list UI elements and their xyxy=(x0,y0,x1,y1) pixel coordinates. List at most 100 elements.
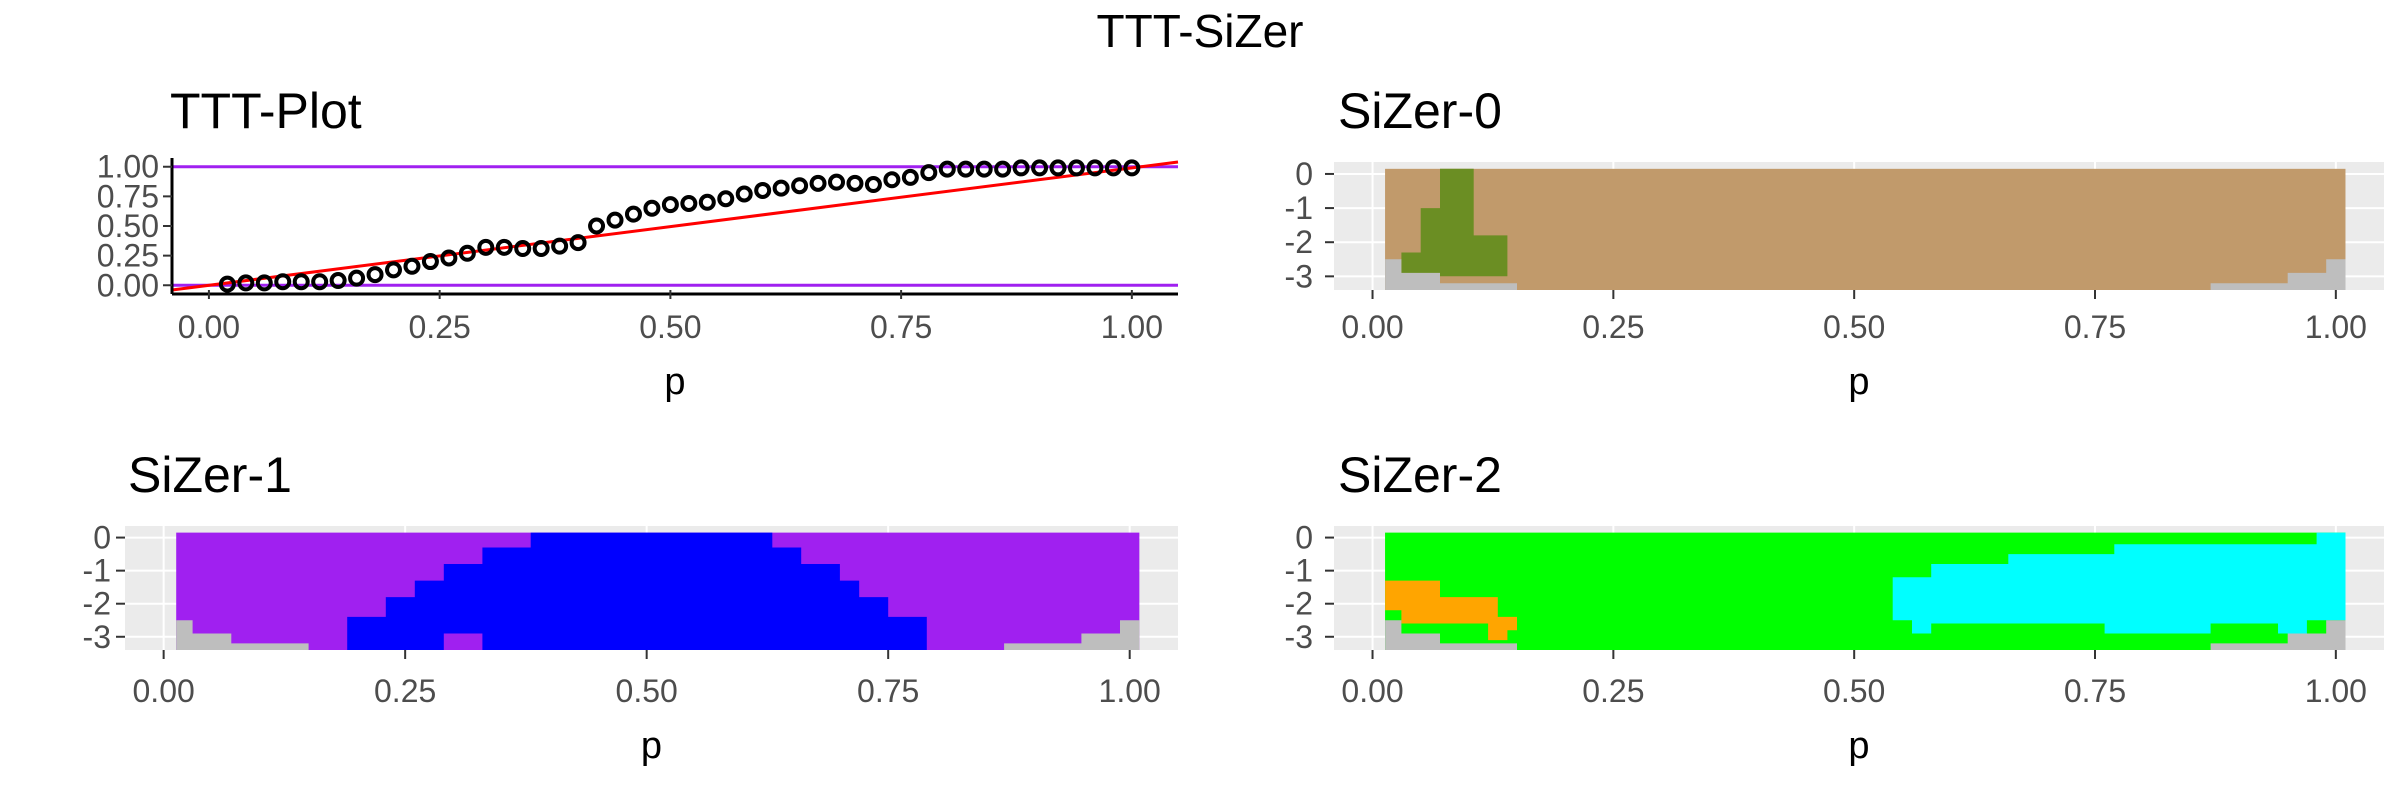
ttt-point xyxy=(532,240,550,258)
ttt-point xyxy=(1086,159,1104,177)
x-tick-label: 0.00 xyxy=(1341,309,1403,345)
y-tick-label: -2 xyxy=(1285,224,1313,260)
x-tick-label: 0.75 xyxy=(857,673,919,709)
ttt-point xyxy=(809,174,827,192)
y-tick-label: -3 xyxy=(1285,619,1313,655)
x-axis-label: p xyxy=(664,361,685,403)
sizer-region-cyan xyxy=(1892,532,2346,634)
x-tick-label: 1.00 xyxy=(1099,673,1161,709)
ttt-point xyxy=(366,266,384,284)
ttt-point xyxy=(588,217,606,235)
x-tick-label: 0.00 xyxy=(133,673,195,709)
ttt-point xyxy=(883,171,901,189)
sizer-region-gray xyxy=(1385,620,1517,650)
ttt-point xyxy=(1012,159,1030,177)
ttt-point xyxy=(1104,159,1122,177)
x-tick-label: 0.00 xyxy=(178,309,240,345)
ttt-point xyxy=(440,249,458,267)
ttt-point xyxy=(385,261,403,279)
x-axis-label: p xyxy=(1848,361,1869,403)
ttt-point xyxy=(920,164,938,182)
y-tick-label: -1 xyxy=(83,553,111,589)
x-tick-label: 1.00 xyxy=(2305,673,2367,709)
y-tick-label: -2 xyxy=(1285,586,1313,622)
y-tick-label: 0.50 xyxy=(97,208,159,244)
x-tick-label: 0.50 xyxy=(1823,673,1885,709)
ttt-point xyxy=(606,211,624,229)
ttt-point xyxy=(477,238,495,256)
sizer-0-panel: SiZer-0 0-1-2-3 0.00 0.25 0.50 0.75 1.00 p xyxy=(1285,83,2384,403)
ttt-point xyxy=(1123,159,1141,177)
ttt-point xyxy=(698,193,716,211)
x-tick-label: 0.25 xyxy=(374,673,436,709)
ttt-point xyxy=(255,274,273,292)
reference-line xyxy=(171,160,1179,292)
x-tick-label: 0.50 xyxy=(1823,309,1885,345)
ttt-point xyxy=(791,177,809,195)
ttt-point xyxy=(329,272,347,290)
ttt-point xyxy=(403,257,421,275)
ttt-point xyxy=(828,173,846,191)
ttt-point xyxy=(957,160,975,178)
x-tick-label: 0.25 xyxy=(1582,673,1644,709)
y-tick-label: 0 xyxy=(1295,156,1313,192)
ttt-point xyxy=(1067,159,1085,177)
x-tick-label: 0.00 xyxy=(1341,673,1403,709)
y-tick-label: 1.00 xyxy=(97,149,159,185)
ttt-point xyxy=(1031,159,1049,177)
sizer-region-purple xyxy=(443,633,483,650)
sizer-region-olive xyxy=(1401,168,1508,277)
ttt-point xyxy=(975,160,993,178)
x-tick-label: 0.50 xyxy=(616,673,678,709)
sizer-region-gray xyxy=(2210,259,2346,290)
ttt-point xyxy=(680,194,698,212)
y-tick-label: 0.00 xyxy=(97,267,159,303)
x-tick-label: 0.50 xyxy=(639,309,701,345)
panel-title-ttt: TTT-Plot xyxy=(170,83,362,139)
y-tick-label: -3 xyxy=(83,619,111,655)
sizer-region-blue xyxy=(347,532,927,650)
ttt-point xyxy=(754,181,772,199)
ttt-point xyxy=(624,205,642,223)
ttt-point xyxy=(569,234,587,252)
ttt-point xyxy=(661,196,679,214)
x-tick-label: 0.75 xyxy=(870,309,932,345)
x-axis-label: p xyxy=(1848,725,1869,767)
sizer-region-orange xyxy=(1385,580,1517,641)
panel-title-sizer-1: SiZer-1 xyxy=(128,447,292,503)
ttt-point xyxy=(551,237,569,255)
x-tick-label: 0.75 xyxy=(2064,309,2126,345)
y-tick-label: 0 xyxy=(1295,520,1313,556)
ttt-point xyxy=(901,168,919,186)
ttt-point xyxy=(218,275,236,293)
x-tick-label: 0.75 xyxy=(2064,673,2126,709)
ttt-point xyxy=(1049,159,1067,177)
ttt-point xyxy=(514,240,532,258)
ttt-point xyxy=(311,273,329,291)
ttt-point xyxy=(458,244,476,262)
y-tick-label: -3 xyxy=(1285,258,1313,294)
x-axis-label: p xyxy=(641,725,662,767)
ttt-point xyxy=(846,174,864,192)
sizer-region-gray xyxy=(2210,620,2346,650)
x-tick-label: 1.00 xyxy=(1101,309,1163,345)
ttt-point xyxy=(237,274,255,292)
figure-title: TTT-SiZer xyxy=(1097,5,1304,57)
y-tick-label: 0.25 xyxy=(97,238,159,274)
x-tick-label: 0.25 xyxy=(1582,309,1644,345)
y-tick-label: 0.75 xyxy=(97,178,159,214)
y-tick-label: 0 xyxy=(93,520,111,556)
sizer-1-panel: SiZer-1 0-1-2-3 0.00 0.25 0.50 0.75 1.00 p xyxy=(83,447,1178,767)
x-tick-label: 1.00 xyxy=(2305,309,2367,345)
ttt-point xyxy=(495,238,513,256)
ttt-point xyxy=(421,253,439,271)
ttt-point xyxy=(772,179,790,197)
y-tick-label: -2 xyxy=(83,586,111,622)
ttt-point xyxy=(938,160,956,178)
ttt-point xyxy=(735,185,753,203)
y-tick-label: -1 xyxy=(1285,190,1313,226)
ttt-point xyxy=(292,273,310,291)
sizer-region-gray xyxy=(1385,259,1517,290)
sizer-region-gray xyxy=(176,620,309,650)
